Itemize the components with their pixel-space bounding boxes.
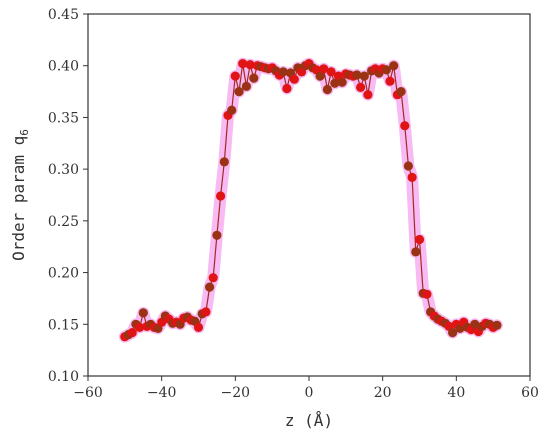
y-tick-label: 0.15 — [48, 317, 79, 333]
y-tick-label: 0.30 — [48, 162, 79, 178]
data-point — [414, 234, 425, 245]
data-point — [337, 77, 347, 87]
data-point — [205, 282, 215, 292]
data-point — [492, 320, 502, 330]
data-point — [249, 73, 259, 83]
data-point — [322, 84, 332, 95]
x-axis-title: z (Å) — [285, 411, 333, 430]
x-tick-label: 40 — [447, 385, 465, 401]
axis-ticks: −60 −40 −20 0 20 40 60 0.10 0.15 0.20 0.25 0.30 0.35… — [48, 7, 539, 401]
data-point — [208, 273, 218, 283]
data-point — [330, 78, 340, 88]
data-point — [396, 87, 406, 97]
data-point — [470, 319, 480, 329]
data-point — [127, 328, 137, 338]
y-tick-label: 0.20 — [48, 266, 79, 282]
data-point — [381, 65, 391, 75]
data-point — [359, 71, 369, 81]
x-tick-label: −40 — [147, 385, 177, 401]
y-axis-title-subscript: 6 — [18, 129, 31, 136]
data-point — [363, 90, 373, 100]
data-point — [219, 157, 229, 167]
x-tick-label: −60 — [73, 385, 103, 401]
data-point — [385, 76, 395, 86]
data-point — [400, 121, 410, 131]
data-point — [319, 64, 329, 74]
data-point — [352, 70, 362, 80]
data-point — [234, 87, 244, 97]
plot-area — [118, 57, 503, 343]
data-point — [326, 67, 336, 77]
x-tick-label: 0 — [305, 385, 314, 401]
data-point — [212, 230, 222, 240]
x-tick-label: −20 — [221, 385, 251, 401]
data-point — [241, 81, 251, 91]
y-tick-label: 0.40 — [48, 59, 79, 75]
data-point — [230, 71, 240, 81]
data-point — [356, 82, 366, 92]
data-point — [289, 74, 299, 84]
data-point — [389, 61, 399, 71]
data-point — [315, 71, 325, 81]
y-tick-label: 0.10 — [48, 369, 79, 385]
data-point — [411, 247, 421, 257]
data-point — [407, 172, 417, 182]
data-point — [422, 289, 432, 299]
y-axis-title-main: Order param q — [9, 136, 28, 261]
data-point — [216, 191, 226, 201]
data-point — [201, 307, 211, 317]
data-point — [135, 322, 145, 332]
y-tick-label: 0.45 — [48, 7, 79, 23]
data-point — [238, 59, 248, 69]
data-point — [138, 308, 148, 318]
data-point — [193, 322, 204, 332]
data-point — [227, 105, 237, 115]
y-axis-title: Order param q6 — [9, 129, 31, 261]
data-point — [245, 60, 255, 70]
data-point — [448, 328, 458, 338]
data-point — [282, 83, 292, 94]
x-tick-label: 60 — [521, 385, 539, 401]
y-tick-label: 0.35 — [48, 110, 79, 126]
data-point — [403, 161, 413, 171]
x-tick-label: 20 — [374, 385, 392, 401]
data-point — [278, 67, 288, 77]
y-tick-label: 0.25 — [48, 214, 79, 230]
